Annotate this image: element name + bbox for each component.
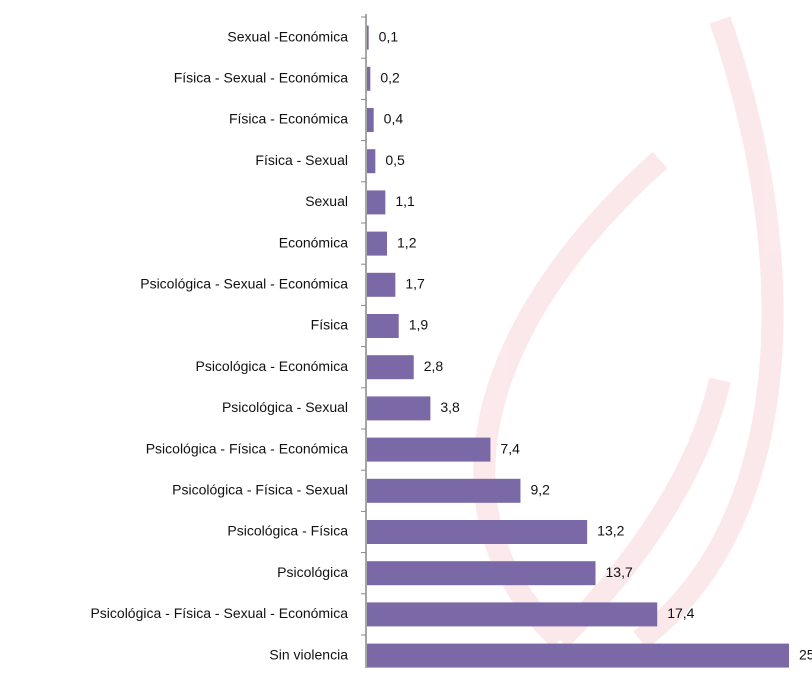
category-label: Psicológica - Sexual - Económica	[140, 276, 348, 292]
bar	[367, 355, 414, 379]
bar	[367, 26, 369, 50]
value-label: 1,1	[395, 193, 415, 209]
bar	[367, 479, 520, 503]
value-label: 9,2	[530, 482, 550, 498]
value-label: 13,7	[606, 564, 633, 580]
value-label: 3,8	[440, 399, 460, 415]
bar	[367, 190, 385, 214]
chart: Sexual -Económica 0,1 Física - Sexual - Ec…	[0, 0, 812, 670]
category-label: Sin violencia	[269, 646, 348, 662]
bar	[367, 314, 399, 338]
watermark	[484, 20, 772, 640]
bar	[367, 67, 370, 91]
category-label: Psicológica - Física - Sexual	[172, 482, 348, 498]
category-label: Sexual	[305, 193, 348, 209]
bar	[367, 602, 657, 626]
bar	[367, 396, 430, 420]
category-label: Física - Sexual - Económica	[174, 70, 348, 86]
bar	[367, 644, 789, 668]
value-label: 1,9	[409, 317, 429, 333]
category-label: Psicológica - Física	[227, 523, 348, 539]
value-label: 1,2	[397, 234, 417, 250]
value-label: 17,4	[667, 605, 694, 621]
value-label: 0,5	[385, 152, 405, 168]
value-label: 13,2	[597, 523, 624, 539]
value-label: 1,7	[405, 276, 425, 292]
category-label: Psicológica - Física - Económica	[146, 440, 349, 456]
value-label: 25,3	[799, 646, 812, 662]
bar	[367, 108, 374, 132]
bar	[367, 520, 587, 544]
category-label: Económica	[279, 234, 348, 250]
bar	[367, 232, 387, 256]
category-label: Psicológica - Física - Sexual - Económic…	[90, 605, 348, 621]
category-label: Física - Económica	[229, 111, 348, 127]
bar	[367, 438, 490, 462]
category-label: Psicológica - Económica	[195, 358, 348, 374]
category-label: Psicológica	[277, 564, 348, 580]
value-label: 0,1	[379, 28, 399, 44]
bar	[367, 273, 395, 297]
category-label: Física	[311, 317, 349, 333]
value-label: 0,2	[380, 70, 400, 86]
bar	[367, 561, 596, 585]
value-label: 0,4	[384, 111, 404, 127]
value-label: 2,8	[424, 358, 444, 374]
category-label: Sexual -Económica	[227, 28, 348, 44]
category-label: Psicológica - Sexual	[222, 399, 348, 415]
category-label: Física - Sexual	[255, 152, 348, 168]
value-label: 7,4	[500, 440, 520, 456]
bar	[367, 149, 375, 173]
watermark-stroke	[640, 20, 773, 640]
